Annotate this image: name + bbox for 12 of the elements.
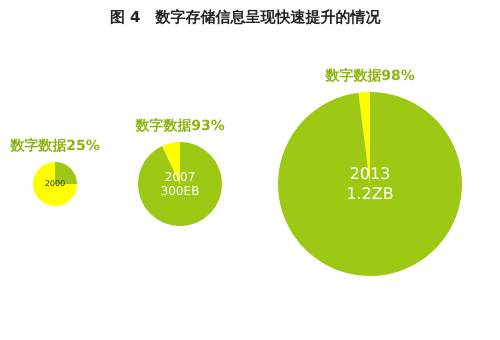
text: 2007 xyxy=(164,170,196,184)
text: 2000 xyxy=(44,179,66,188)
text: 300EB xyxy=(160,184,200,198)
text: 数字数据93% xyxy=(134,117,225,134)
text: 1.2ZB xyxy=(346,184,394,203)
text: 数字数据98% xyxy=(324,67,415,84)
text: 2013 xyxy=(350,164,390,183)
text: 数字数据25% xyxy=(9,137,100,154)
pie-slice xyxy=(33,162,77,206)
pie-slice xyxy=(278,92,462,276)
pie-slice xyxy=(138,142,222,226)
text: 图 4 数字存储信息呈现快速提升的情况 xyxy=(110,8,382,26)
